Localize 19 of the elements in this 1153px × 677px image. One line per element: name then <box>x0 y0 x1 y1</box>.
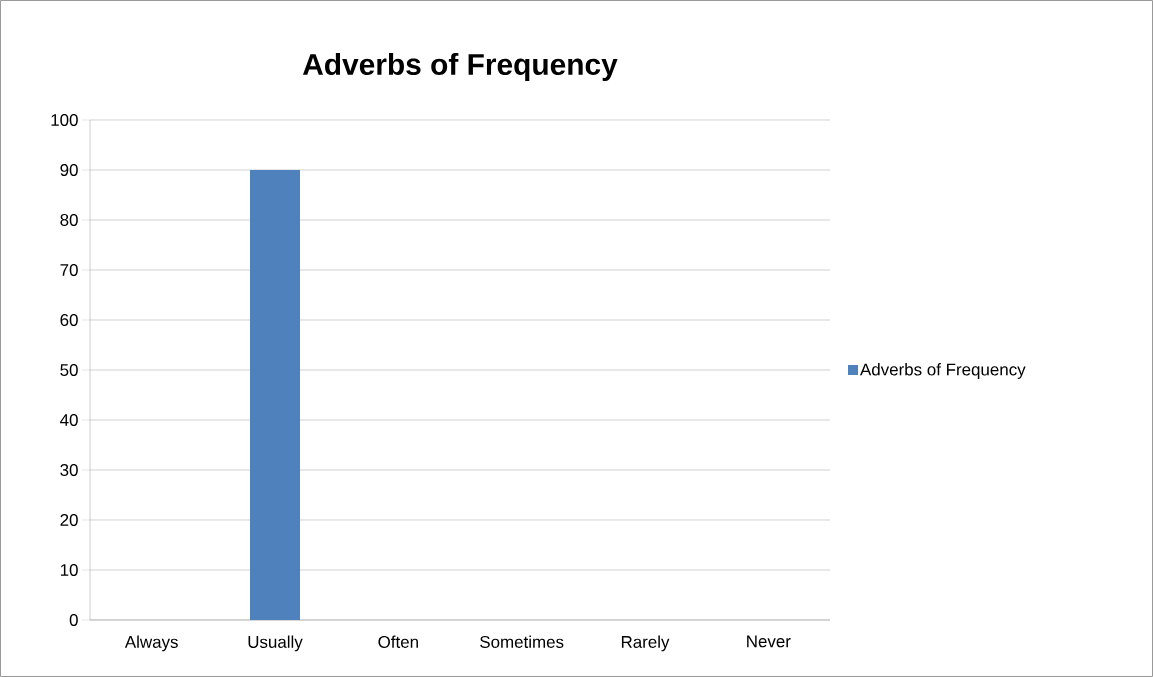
y-tick-label: 20 <box>60 513 78 526</box>
x-tick-label: Sometimes <box>480 635 564 648</box>
y-tick-label: 30 <box>60 463 78 476</box>
y-tick-label: 40 <box>60 413 78 426</box>
legend-label: Adverbs of Frequency <box>860 363 1026 379</box>
y-tick-label: 10 <box>60 563 78 576</box>
x-tick-label: Rarely <box>621 635 670 652</box>
y-tick-label: 100 <box>51 113 78 126</box>
y-tick-label: 90 <box>60 163 78 176</box>
y-tick-label: 80 <box>60 213 78 226</box>
y-tick-label: 70 <box>60 263 78 276</box>
x-tick-label: Usually <box>248 635 303 652</box>
x-tick-label: Always <box>124 635 178 652</box>
y-tick-label: 0 <box>69 613 78 626</box>
chart-title: Adverbs of Frequency <box>302 53 618 81</box>
x-tick-label: Never <box>747 635 791 648</box>
x-tick-label: Often <box>378 635 418 648</box>
y-tick-label: 50 <box>60 363 78 376</box>
y-tick-label: 60 <box>60 313 78 326</box>
